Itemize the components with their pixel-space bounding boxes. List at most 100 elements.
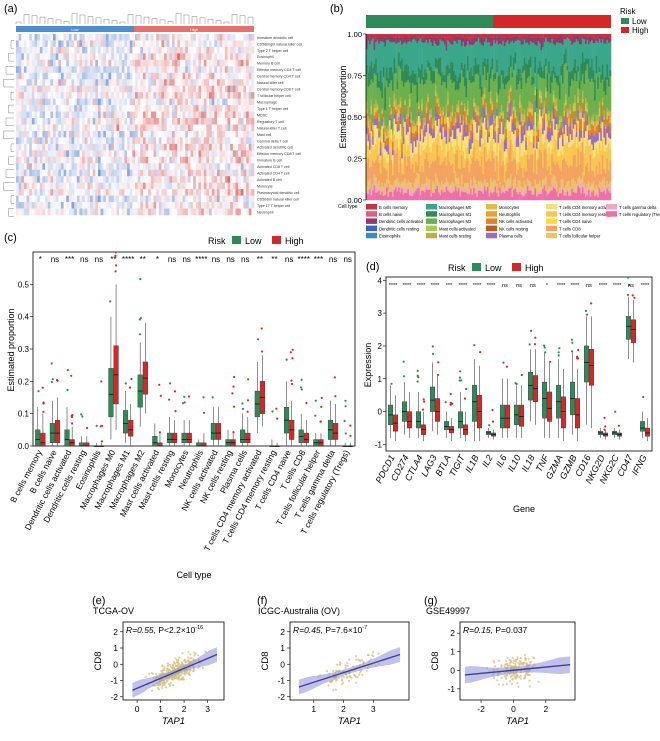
heatmap-cell (193, 137, 197, 145)
proportion-segment (517, 135, 520, 147)
heatmap-cell (240, 124, 244, 132)
proportion-segment (592, 114, 595, 122)
heatmap-cell (84, 79, 88, 87)
heatmap-cell (201, 53, 205, 61)
proportion-segment (606, 188, 609, 201)
proportion-segment (606, 79, 609, 109)
heatmap-cell (58, 124, 62, 132)
proportion-segment (584, 120, 587, 132)
proportion-segment (437, 103, 440, 107)
heatmap-cell (243, 156, 247, 164)
heatmap-cell (195, 176, 199, 183)
proportion-segment (444, 81, 446, 116)
proportion-segment (376, 103, 379, 107)
heatmap-cell (16, 150, 19, 158)
proportion-segment (459, 37, 462, 41)
heatmap-cell (68, 105, 72, 112)
heatmap-cell (68, 156, 72, 164)
proportion-segment (453, 138, 456, 153)
heatmap-cell (47, 124, 51, 132)
proportion-segment (405, 192, 408, 201)
heatmap-cell (127, 169, 131, 177)
proportion-segment (424, 69, 426, 84)
heatmap-cell (240, 150, 244, 158)
proportion-segment (589, 139, 592, 146)
proportion-segment (448, 137, 451, 143)
proportion-segment (447, 116, 449, 128)
proportion-segment (390, 118, 393, 130)
proportion-segment (598, 186, 601, 189)
heatmap-cell (92, 79, 96, 87)
proportion-segment (591, 34, 593, 37)
heatmap-cell (145, 46, 149, 54)
heatmap-cell (201, 130, 205, 138)
heatmap-cell (140, 59, 144, 67)
heatmap-cell (195, 202, 199, 209)
heatmap-cell (16, 143, 19, 151)
proportion-segment (528, 111, 531, 118)
proportion-segment (493, 179, 495, 189)
heatmap-cell (79, 208, 83, 216)
heatmap-cell (187, 79, 191, 87)
heatmap-cell (238, 111, 242, 119)
heatmap-cell (219, 92, 223, 99)
proportion-segment (390, 34, 393, 37)
proportion-segment (548, 128, 550, 143)
heatmap-cell (84, 98, 88, 106)
heatmap-cell (216, 176, 220, 183)
proportion-segment (574, 94, 577, 103)
proportion-segment (595, 148, 598, 166)
proportion-segment (580, 39, 583, 45)
heatmap-cell (172, 137, 175, 145)
proportion-segment (376, 128, 379, 139)
proportion-segment (485, 118, 488, 130)
heatmap-cell (55, 59, 59, 67)
heatmap-cell (113, 124, 117, 132)
proportion-segment (502, 34, 505, 39)
heatmap-cell (100, 195, 104, 203)
proportion-segment (485, 161, 488, 183)
proportion-segment (477, 34, 480, 36)
heatmap-cell (71, 195, 75, 203)
heatmap-cell (121, 118, 125, 125)
heatmap-cell (198, 98, 202, 106)
proportion-segment (594, 196, 596, 201)
heatmap-cell (195, 169, 199, 177)
proportion-segment (565, 111, 567, 125)
heatmap-cell (214, 72, 218, 80)
proportion-segment (453, 81, 456, 117)
proportion-segment (494, 34, 497, 36)
heatmap-cell (224, 118, 228, 125)
proportion-segment (572, 34, 575, 38)
heatmap-row-label: Activated CD4 T cell (257, 172, 290, 176)
heatmap-cell (82, 59, 86, 67)
heatmap-cell (174, 169, 178, 177)
proportion-segment (509, 130, 512, 140)
heatmap-cell (21, 176, 25, 183)
proportion-segment (408, 75, 411, 83)
proportion-segment (581, 130, 584, 143)
proportion-segment (445, 129, 448, 144)
heatmap-cell (243, 189, 247, 196)
proportion-segment (453, 37, 456, 41)
heatmap-cell (97, 189, 101, 196)
heatmap-cell (214, 130, 218, 138)
proportion-segment (499, 43, 501, 76)
proportion-segment (465, 183, 468, 190)
heatmap-cell (185, 189, 189, 196)
heatmap-cell (66, 92, 70, 99)
heatmap-cell (95, 182, 99, 190)
heatmap-cell (45, 111, 49, 119)
heatmap-cell (198, 79, 202, 87)
heatmap-cell (240, 130, 244, 138)
proportion-segment (488, 149, 491, 159)
heatmap-cell (119, 59, 123, 67)
heatmap-cell (16, 202, 19, 209)
proportion-segment (598, 101, 601, 109)
proportion-segment (583, 187, 586, 194)
proportion-segment (405, 43, 408, 64)
proportion-segment (560, 134, 563, 152)
proportion-segment (600, 82, 603, 122)
heatmap-cell (142, 156, 146, 164)
heatmap-cell (216, 111, 220, 119)
